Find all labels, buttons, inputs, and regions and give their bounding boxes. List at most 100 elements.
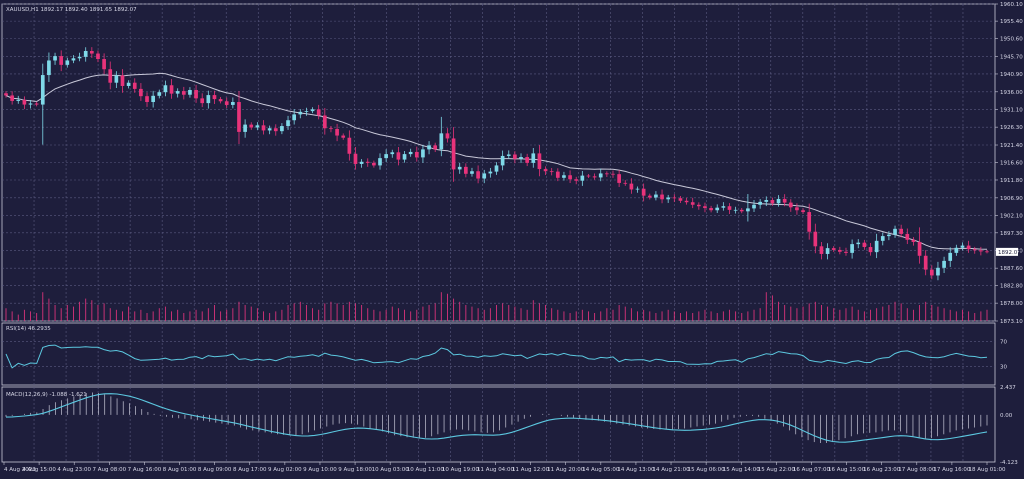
candle-body <box>243 124 247 132</box>
candle-body <box>402 154 407 160</box>
time-axis-label: 16 Aug 23:00 <box>863 467 901 473</box>
candle-body <box>280 126 284 132</box>
price-axis-label: 1882.80 <box>1000 284 1023 290</box>
candle-body <box>286 120 290 127</box>
candle-body <box>139 88 143 97</box>
macd-panel <box>1 386 996 463</box>
candle-body <box>267 128 272 131</box>
time-axis-label: 10 Aug 11:00 <box>407 467 445 473</box>
candle-body <box>237 102 241 132</box>
candle-body <box>727 206 732 210</box>
candle-body <box>169 85 174 94</box>
price-axis-label: 1955.40 <box>1000 19 1023 25</box>
candle-body <box>954 247 959 253</box>
candle-body <box>65 60 70 65</box>
candle-body <box>966 245 971 250</box>
price-axis-label: 1936.00 <box>1000 90 1023 96</box>
candle-body <box>96 53 100 60</box>
rsi-axis-label: 30 <box>1000 364 1007 370</box>
candle-body <box>586 175 591 177</box>
candle-body <box>703 206 707 209</box>
candle-body <box>874 240 879 253</box>
symbol-info: XAUUSD,H1 1892.17 1892.40 1891.65 1892.0… <box>6 7 137 13</box>
time-axis-label: 11 Aug 20:00 <box>547 467 585 473</box>
candle-body <box>868 247 873 253</box>
candle-body <box>22 99 27 105</box>
candle-body <box>145 96 149 103</box>
time-axis-label: 16 Aug 15:00 <box>828 467 866 473</box>
candle-body <box>181 91 186 95</box>
candle-body <box>795 207 799 211</box>
rsi-panel <box>1 322 996 386</box>
time-axis-label: 4 Aug 15:00 <box>22 467 56 473</box>
candle-body <box>494 165 499 172</box>
time-axis-label: 7 Aug 08:00 <box>93 467 127 473</box>
candle-body <box>47 60 51 76</box>
candle-body <box>34 103 39 105</box>
last-price-value: 1892.07 <box>998 250 1021 256</box>
time-axis-label: 16 Aug 07:00 <box>793 467 831 473</box>
candle-body <box>746 208 750 212</box>
candle-body <box>470 171 474 174</box>
candle-body <box>384 154 388 159</box>
candle-body <box>929 269 934 276</box>
candle-body <box>231 102 235 105</box>
candle-body <box>580 175 585 181</box>
candle-body <box>433 145 438 150</box>
candle-body <box>733 209 738 211</box>
candle-body <box>641 188 646 196</box>
candle-body <box>194 89 198 99</box>
candle-body <box>788 202 793 208</box>
candle-body <box>359 161 364 164</box>
candle-body <box>549 171 554 173</box>
time-axis-label: 18 Aug 01:00 <box>968 467 1006 473</box>
candle-body <box>905 233 910 240</box>
candle-body <box>77 56 82 59</box>
time-axis-label: 8 Aug 09:00 <box>198 467 232 473</box>
time-axis-label: 4 Aug 2023 <box>4 467 36 473</box>
time-axis-label: 10 Aug 03:00 <box>372 467 410 473</box>
price-axis-label: 1878.00 <box>1000 301 1023 307</box>
candle-body <box>611 173 615 175</box>
candle-body <box>635 188 640 190</box>
candle-body <box>365 161 370 163</box>
candle-body <box>421 149 425 158</box>
macd-axis-label: 0.00 <box>1000 413 1013 419</box>
candle-body <box>322 115 327 129</box>
price-axis-label: 1902.10 <box>1000 213 1023 219</box>
candle-body <box>887 234 891 237</box>
candle-body <box>936 267 940 276</box>
candle-body <box>249 124 254 128</box>
price-axis-label: 1931.10 <box>1000 108 1023 114</box>
candle-body <box>758 201 762 205</box>
candle-body <box>108 69 113 83</box>
candle-body <box>574 179 579 181</box>
candle-body <box>506 154 511 156</box>
candle-body <box>163 85 168 93</box>
candle-body <box>678 198 683 201</box>
candle-body <box>126 82 131 86</box>
candle-body <box>782 198 787 203</box>
rsi-info: RSI(14) 46.2935 <box>6 326 51 332</box>
candle-body <box>880 236 885 241</box>
price-axis-label: 1945.70 <box>1000 54 1023 60</box>
candle-body <box>378 158 382 166</box>
candle-body <box>647 195 652 198</box>
candle-body <box>261 125 266 131</box>
time-axis-label: 14 Aug 05:00 <box>582 467 620 473</box>
candle-body <box>464 166 468 174</box>
candle-body <box>972 249 977 251</box>
macd-info: MACD(12,26,9) -1.088 -1.621 <box>6 392 87 398</box>
price-axis-label: 1916.60 <box>1000 161 1023 167</box>
last-price-tag <box>996 247 1018 256</box>
candle-body <box>917 241 922 256</box>
time-axis-label: 17 Aug 16:00 <box>933 467 971 473</box>
macd-axis-label: 2.437 <box>1000 385 1016 391</box>
candle-body <box>660 194 664 200</box>
time-axis-label: 9 Aug 18:00 <box>338 467 372 473</box>
candle-body <box>985 251 989 253</box>
time-axis-label: 17 Aug 08:00 <box>898 467 936 473</box>
time-axis-label: 15 Aug 06:00 <box>688 467 726 473</box>
candle-body <box>592 176 597 178</box>
